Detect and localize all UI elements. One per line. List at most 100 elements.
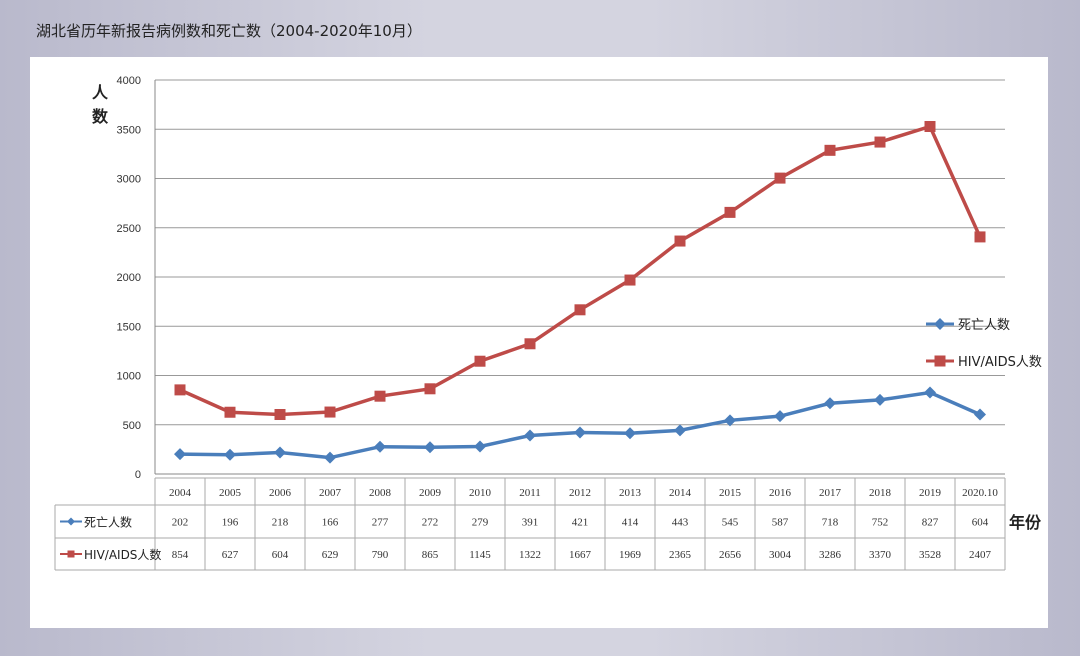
x-tick-label: 2009: [419, 487, 442, 499]
x-tick-label: 2005: [219, 487, 242, 499]
data-point: [724, 414, 736, 427]
table-cell: 718: [822, 517, 839, 529]
table-cell: 414: [622, 517, 639, 529]
y-tick-label: 500: [123, 420, 141, 432]
table-cell: 627: [222, 549, 239, 561]
x-tick-label: 2007: [319, 487, 342, 499]
data-point: [624, 427, 636, 440]
table-cell: 545: [722, 517, 739, 529]
chart-title: 湖北省历年新报告病例数和死亡数（2004-2020年10月）: [36, 22, 422, 40]
x-tick-label: 2010: [469, 487, 492, 499]
series-line: [179, 124, 982, 417]
x-tick-label: 2017: [819, 487, 842, 499]
data-point: [474, 440, 486, 453]
data-point: [524, 429, 536, 442]
table-cell: 443: [672, 517, 689, 529]
data-point: [874, 136, 886, 148]
table-cell: 827: [922, 517, 939, 529]
table-cell: 790: [372, 549, 389, 561]
x-tick-label: 2015: [719, 487, 742, 499]
y-axis-label: 数: [92, 107, 109, 126]
table-cell: 277: [372, 517, 389, 529]
x-tick-label: 2014: [669, 487, 692, 499]
table-series-label: HIV/AIDS人数: [84, 547, 161, 562]
y-tick-label: 3000: [117, 174, 141, 186]
y-tick-label: 0: [135, 469, 141, 481]
legend-label: HIV/AIDS人数: [958, 355, 1042, 370]
data-point: [574, 304, 586, 316]
legend-marker: [934, 355, 946, 367]
data-point: [674, 424, 686, 437]
table-cell: 604: [272, 549, 289, 561]
table-cell: 272: [422, 517, 439, 529]
data-point: [174, 384, 186, 396]
table-cell: 3004: [769, 549, 792, 561]
x-tick-label: 2006: [269, 487, 292, 499]
data-point: [774, 172, 786, 184]
table-cell: 604: [972, 517, 989, 529]
table-cell: 2656: [719, 549, 742, 561]
chart-panel: [30, 57, 1048, 628]
table-cell: 854: [172, 549, 189, 561]
data-point: [574, 426, 586, 439]
table-cell: 629: [322, 549, 339, 561]
y-tick-label: 2500: [117, 223, 141, 235]
legend-marker: [934, 318, 946, 330]
table-cell: 218: [272, 517, 289, 529]
x-tick-label: 2008: [369, 487, 392, 499]
data-point: [324, 451, 336, 464]
y-tick-label: 1500: [117, 321, 141, 333]
data-point: [224, 448, 236, 461]
y-axis-label: 人: [92, 83, 109, 102]
data-point: [224, 406, 236, 418]
table-cell: 2407: [969, 549, 992, 561]
data-point: [874, 393, 886, 406]
data-point: [974, 408, 986, 421]
x-tick-label: 2013: [619, 487, 642, 499]
table-cell: 3370: [869, 549, 892, 561]
table-cell: 1667: [569, 549, 592, 561]
data-point: [424, 441, 436, 454]
data-point: [424, 383, 436, 395]
x-axis-label: 年份: [1009, 513, 1042, 532]
table-cell: 3286: [819, 549, 842, 561]
table-cell: 391: [522, 517, 539, 529]
legend-label: 死亡人数: [958, 318, 1010, 333]
data-point: [724, 206, 736, 218]
x-tick-label: 2012: [569, 487, 591, 499]
data-point: [674, 235, 686, 247]
table-cell: 1322: [519, 549, 541, 561]
y-tick-label: 3500: [117, 124, 141, 136]
data-point: [274, 446, 286, 459]
y-tick-label: 4000: [117, 75, 141, 87]
table-cell: 587: [772, 517, 789, 529]
table-cell: 196: [222, 517, 239, 529]
x-tick-label: 2018: [869, 487, 892, 499]
table-cell: 279: [472, 517, 489, 529]
data-point: [824, 397, 836, 410]
data-point: [324, 406, 336, 418]
table-cell: 752: [872, 517, 889, 529]
data-point: [524, 338, 536, 350]
data-point: [924, 386, 936, 399]
data-point: [174, 448, 186, 461]
table-cell: 421: [572, 517, 589, 529]
data-point: [924, 120, 936, 132]
x-tick-label: 2020.10: [962, 487, 998, 499]
data-point: [374, 390, 386, 402]
table-legend-marker: [67, 517, 75, 526]
table-cell: 3528: [919, 549, 942, 561]
x-tick-label: 2004: [169, 487, 192, 499]
table-cell: 202: [172, 517, 189, 529]
table-cell: 2365: [669, 549, 692, 561]
data-point: [824, 144, 836, 156]
y-tick-label: 1000: [117, 371, 141, 383]
table-cell: 166: [322, 517, 339, 529]
data-point: [774, 410, 786, 423]
table-series-label: 死亡人数: [84, 515, 132, 530]
table-cell: 1969: [619, 549, 642, 561]
x-tick-label: 2011: [519, 487, 541, 499]
x-tick-label: 2019: [919, 487, 942, 499]
data-point: [974, 231, 986, 243]
y-tick-label: 2000: [117, 272, 141, 284]
